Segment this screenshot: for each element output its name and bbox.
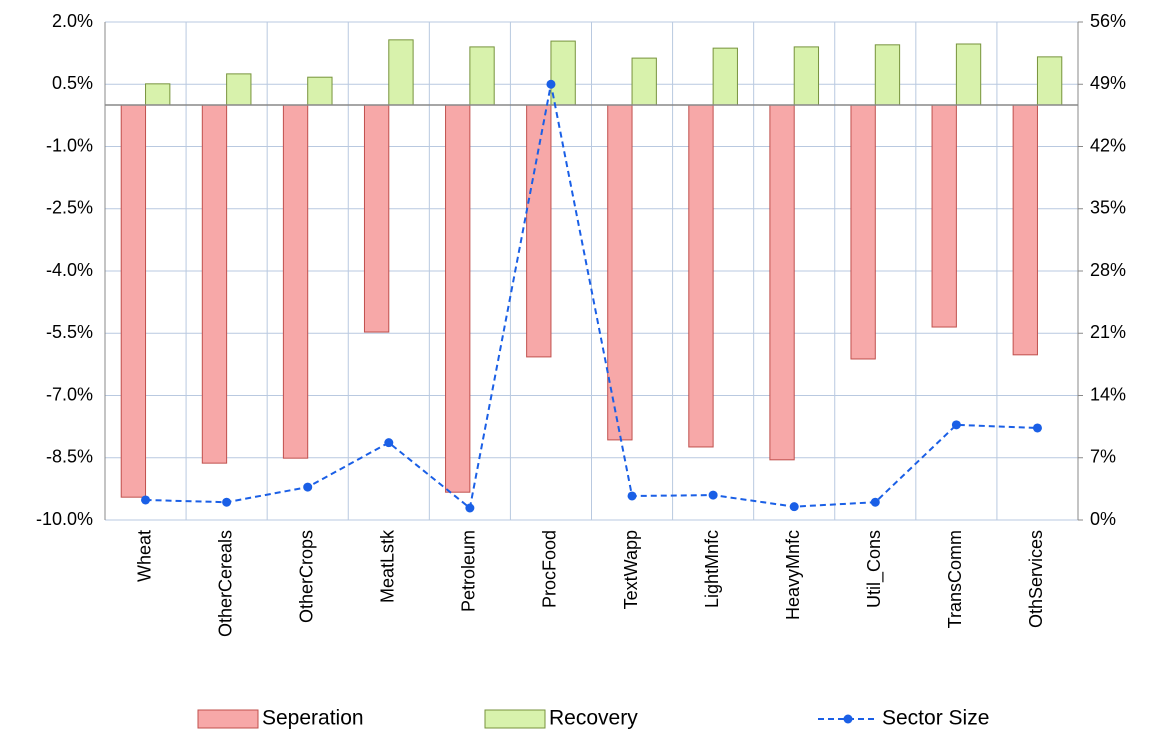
bar xyxy=(1012,104,1038,356)
bar xyxy=(526,104,552,358)
line-point xyxy=(222,497,232,507)
y2-tick-label: 0% xyxy=(1090,509,1116,529)
bar xyxy=(712,47,738,106)
line-point xyxy=(951,420,961,430)
bar xyxy=(769,104,795,461)
y2-tick-label: 42% xyxy=(1090,135,1126,155)
line-point xyxy=(627,491,637,501)
line-point xyxy=(708,490,718,500)
legend-label: Seperation xyxy=(262,707,364,730)
bar xyxy=(226,73,252,106)
bar xyxy=(145,83,171,106)
y2-tick-label: 21% xyxy=(1090,322,1126,342)
bar xyxy=(550,40,576,106)
x-tick-label: HeavyMnfc xyxy=(783,530,803,620)
x-tick-label: OthServices xyxy=(1026,530,1046,628)
x-tick-label: ProcFood xyxy=(540,530,560,608)
legend-label: Recovery xyxy=(549,707,638,730)
bar xyxy=(955,43,982,106)
bar xyxy=(874,44,901,106)
y-tick-label: 2.0% xyxy=(52,11,93,31)
y2-tick-label: 56% xyxy=(1090,11,1126,31)
line-point xyxy=(870,497,880,507)
x-tick-label: Wheat xyxy=(134,530,154,582)
y-tick-label: -2.5% xyxy=(46,198,93,218)
legend-swatch xyxy=(484,709,546,729)
y2-tick-label: 49% xyxy=(1090,73,1126,93)
bar xyxy=(363,104,390,333)
bar xyxy=(388,39,414,106)
x-tick-label: TextWapp xyxy=(621,530,641,609)
bar xyxy=(307,76,333,106)
bar xyxy=(201,104,228,464)
line-point xyxy=(789,502,799,512)
bar xyxy=(282,104,309,459)
line-point xyxy=(1032,423,1042,433)
y2-tick-label: 28% xyxy=(1090,260,1126,280)
y2-tick-label: 7% xyxy=(1090,447,1116,467)
y-tick-label: -8.5% xyxy=(46,447,93,467)
bar xyxy=(469,46,495,106)
x-tick-label: OtherCereals xyxy=(215,530,235,637)
line-point xyxy=(384,438,394,448)
y-tick-label: 0.5% xyxy=(52,73,93,93)
bar xyxy=(120,104,147,498)
x-tick-label: OtherCrops xyxy=(296,530,316,623)
legend-swatch-point xyxy=(843,714,853,724)
line-point xyxy=(465,503,475,513)
y-tick-label: -5.5% xyxy=(46,322,93,342)
legend-swatch xyxy=(197,709,259,729)
x-tick-label: MeatLstk xyxy=(378,529,398,603)
line xyxy=(145,84,1038,510)
legend-label: Sector Size xyxy=(882,707,989,730)
bar xyxy=(688,104,714,448)
y-tick-label: -10.0% xyxy=(36,509,93,529)
bar xyxy=(850,104,876,360)
x-tick-label: Petroleum xyxy=(459,530,479,612)
bar xyxy=(445,104,471,493)
y-tick-label: -7.0% xyxy=(46,384,93,404)
y-tick-label: -1.0% xyxy=(46,135,93,155)
line-point xyxy=(141,495,151,505)
bar xyxy=(931,104,957,328)
bar xyxy=(1036,56,1063,106)
x-tick-label: Util_Cons xyxy=(864,530,885,608)
y2-tick-label: 14% xyxy=(1090,384,1126,404)
x-tick-label: LightMnfc xyxy=(702,530,722,608)
x-tick-label: TransComm xyxy=(945,530,965,628)
y-tick-label: -4.0% xyxy=(46,260,93,280)
bar xyxy=(607,104,633,441)
bar xyxy=(793,46,820,106)
y2-tick-label: 35% xyxy=(1090,198,1126,218)
bar xyxy=(631,57,657,106)
line-point xyxy=(303,482,313,492)
line-point xyxy=(546,79,556,89)
